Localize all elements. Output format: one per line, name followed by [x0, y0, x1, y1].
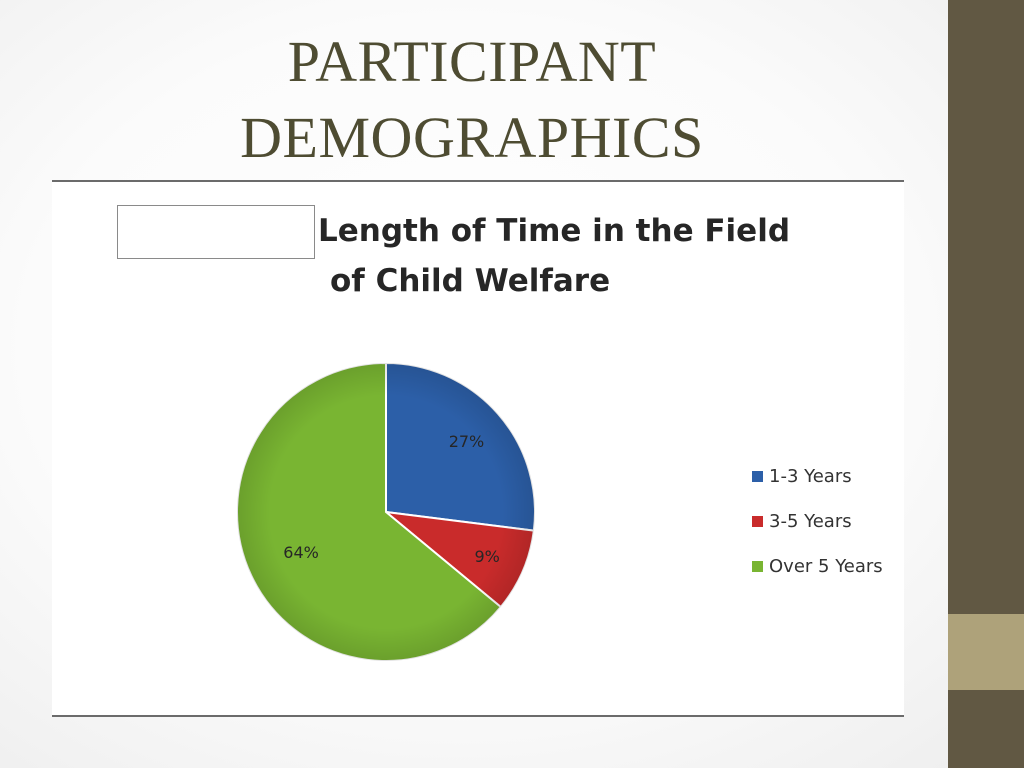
slide-title-line2: DEMOGRAPHICS — [240, 105, 704, 170]
legend-swatch — [752, 516, 763, 527]
legend-label: 1-3 Years — [769, 466, 852, 487]
legend-label: Over 5 Years — [769, 556, 883, 577]
legend: 1-3 Years 3-5 Years Over 5 Years — [752, 454, 883, 589]
chart-title-line1: Length of Time in the Field — [318, 213, 791, 249]
legend-item: Over 5 Years — [752, 544, 883, 589]
sidebar-accent-block — [948, 614, 1024, 690]
legend-item: 3-5 Years — [752, 499, 883, 544]
pie-slice-label: 64% — [283, 543, 319, 562]
legend-swatch — [752, 471, 763, 482]
legend-label: 3-5 Years — [769, 511, 852, 532]
chart-title: Length of Time in the Field of Child Wel… — [318, 206, 838, 306]
legend-swatch — [752, 561, 763, 572]
pie-slice-label: 27% — [449, 432, 485, 451]
legend-item: 1-3 Years — [752, 454, 883, 499]
pie-slice-label: 9% — [474, 547, 499, 566]
chart-title-line2: of Child Welfare — [330, 263, 611, 299]
blank-box — [117, 205, 315, 259]
slide-title: PARTICIPANT DEMOGRAPHICS — [0, 24, 944, 176]
slide-title-line1: PARTICIPANT — [287, 29, 657, 94]
